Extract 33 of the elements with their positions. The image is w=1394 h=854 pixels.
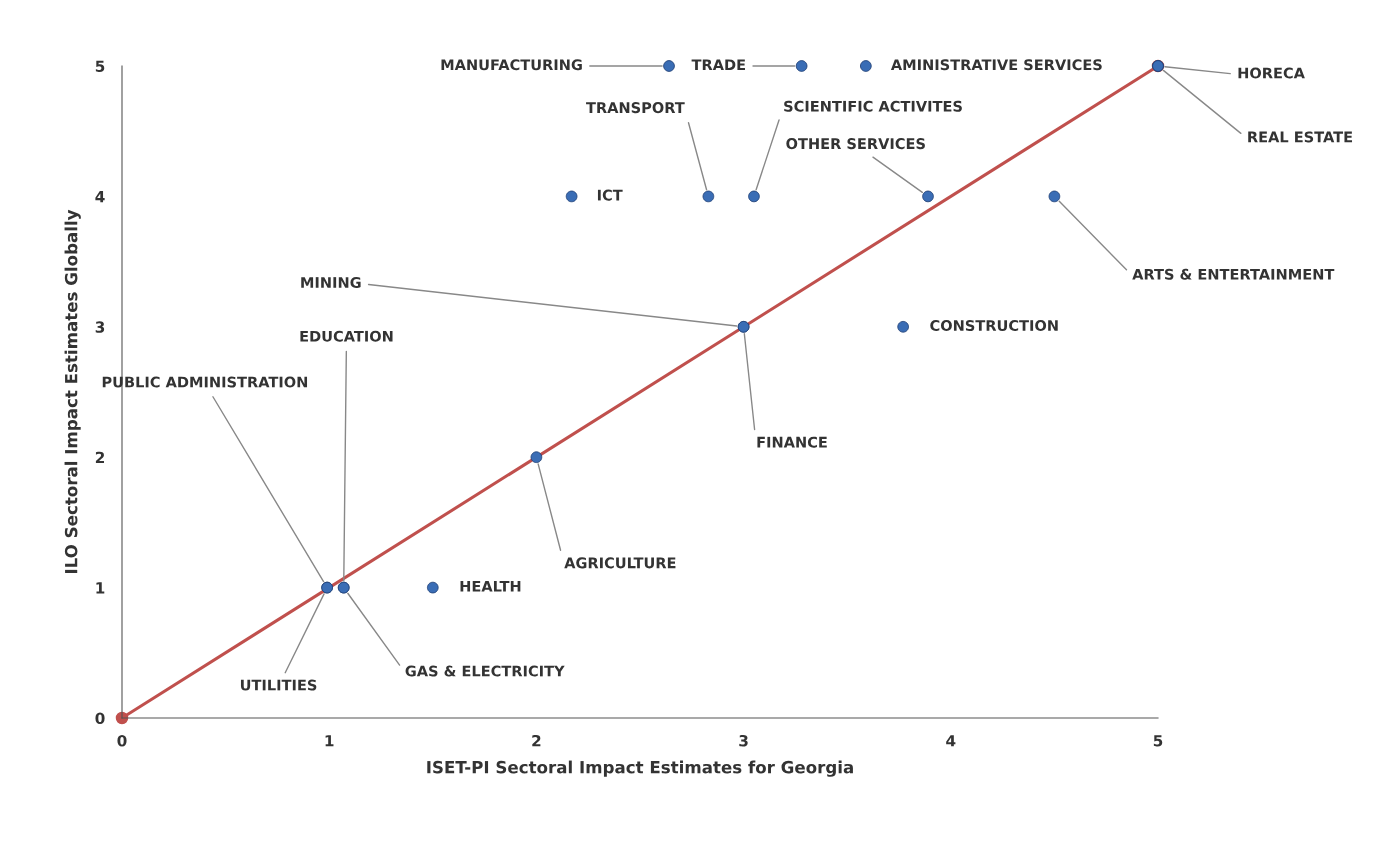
x-tick-label: 1 xyxy=(325,735,334,747)
x-tick-label: 4 xyxy=(946,735,956,747)
annotation: MINING xyxy=(301,276,361,288)
x-axis-title: ISET-PI Sectoral Impact Estimates for Georgia xyxy=(427,760,853,777)
annotation: MANUFACTURING xyxy=(441,59,582,71)
y-tick-label: 5 xyxy=(95,60,105,73)
x-tick-label: 5 xyxy=(1153,735,1163,747)
annotation: ICT xyxy=(597,189,623,201)
annotation: UTILITIES xyxy=(240,679,317,691)
y-tick-label: 0 xyxy=(95,712,105,725)
annotation: ARTS & ENTERTAINMENT xyxy=(1132,268,1335,280)
annotation: CONSTRUCTION xyxy=(930,320,1058,332)
y-tick-label: 2 xyxy=(95,451,105,463)
annotation: OTHER SERVICES xyxy=(786,138,925,150)
annotation: HORECA xyxy=(1238,67,1305,79)
annotation: FINANCE xyxy=(757,436,827,448)
annotation: HEALTH xyxy=(460,580,521,592)
annotation: AMINISTRATIVE SERVICES xyxy=(890,59,1102,71)
annotation: TRANSPORT xyxy=(586,102,685,114)
y-tick-label: 3 xyxy=(95,321,105,333)
annotation: SCIENTIFIC ACTIVITES xyxy=(784,100,962,112)
annotation: PUBLIC ADMINISTRATION xyxy=(102,376,308,388)
y-tick-label: 1 xyxy=(96,582,105,594)
x-tick-label: 2 xyxy=(532,734,541,747)
annotation: GAS & ELECTRICITY xyxy=(405,665,565,677)
annotation: REAL ESTATE xyxy=(1248,131,1353,143)
annotation: AGRICULTURE xyxy=(564,557,676,569)
x-tick-label: 0 xyxy=(117,734,127,747)
y-axis-title: ILO Sectoral Impact Estimates Globally xyxy=(64,209,81,573)
x-tick-label: 3 xyxy=(739,734,748,747)
annotation: TRADE xyxy=(691,59,745,71)
y-tick-label: 4 xyxy=(95,191,105,203)
annotation: EDUCATION xyxy=(300,330,393,342)
